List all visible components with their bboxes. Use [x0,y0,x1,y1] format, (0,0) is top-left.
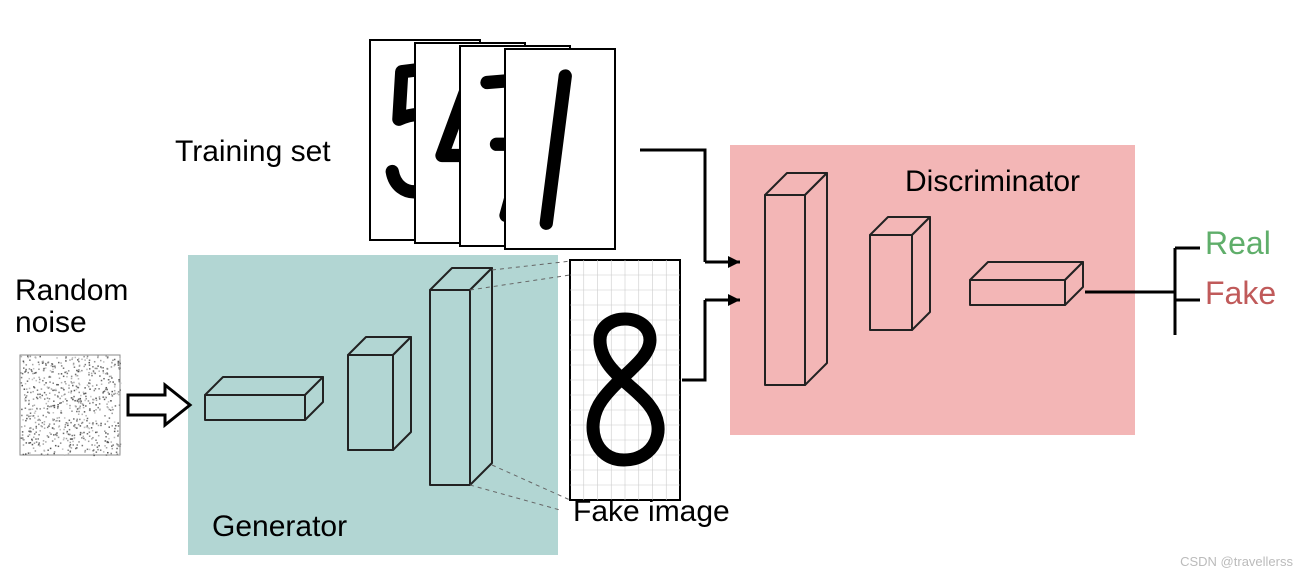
gen-block-2 [348,337,411,450]
arrow-noise-to-gen [128,385,190,425]
path-fake-up [682,300,705,380]
training-set-label: Training set [175,135,331,169]
fake-image-label: Fake image [573,495,730,529]
random-noise-label: Randomnoise [15,275,128,338]
watermark: CSDN @travellerss [1180,553,1293,571]
disc-block-1 [765,173,827,385]
generator-label: Generator [212,510,347,544]
output-bracket [1135,248,1200,335]
real-label: Real [1205,225,1271,262]
training-set-cards [370,40,615,249]
disc-block-2 [870,217,930,330]
disc-block-3 [970,262,1083,305]
discriminator-label: Discriminator [905,165,1080,199]
gen-block-1 [205,377,323,420]
noise-patch [20,355,121,456]
fake-image-card [570,260,680,500]
gen-block-3 [430,268,492,485]
fake-label: Fake [1205,275,1276,312]
path-training-down [640,150,705,262]
